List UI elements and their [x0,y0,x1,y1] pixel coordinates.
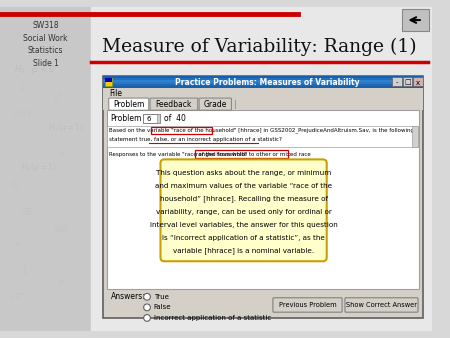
Text: $\bar{x}$: $\bar{x}$ [48,188,55,199]
Text: variable [hhrace] is a nominal variable.: variable [hhrace] is a nominal variable. [173,247,314,254]
Text: Practice Problems: Measures of Variability: Practice Problems: Measures of Variabili… [176,77,360,87]
Text: $s^2$: $s^2$ [53,90,62,103]
Text: -: - [396,79,398,86]
Bar [105,78,112,81]
Bar [403,77,412,87]
Text: $H_1: \mu < 0$: $H_1: \mu < 0$ [14,63,56,76]
Text: Show Correct Answer: Show Correct Answer [346,302,417,308]
Text: Based on the variable "race of the household" [hhrace] in GSS2002_PrejudiceAndAl: Based on the variable "race of the house… [108,128,414,134]
Text: Previous Problem: Previous Problem [279,302,336,308]
Bar [103,84,423,86]
Circle shape [144,315,150,321]
Bar [143,114,161,123]
Bar [91,7,432,331]
Circle shape [144,304,150,311]
Text: is “Incorrect application of a statistic”, as the: is “Incorrect application of a statistic… [162,235,325,241]
Text: $\Sigma$: $\Sigma$ [21,264,29,276]
Bar [107,126,418,147]
Bar [103,76,423,318]
Text: Problem: Problem [113,100,144,108]
Text: $H_0(\mu=1)$: $H_0(\mu=1)$ [48,121,84,134]
Text: False: False [154,305,171,310]
Text: household” [hhrace]. Recalling the measure of: household” [hhrace]. Recalling the measu… [160,195,328,202]
Text: Answers:: Answers: [111,292,145,301]
FancyBboxPatch shape [109,98,149,110]
Bar [157,114,161,123]
Text: Problem: Problem [111,114,142,123]
Text: of  40: of 40 [164,114,186,123]
Bar [103,86,423,88]
FancyBboxPatch shape [199,98,231,110]
Bar [103,78,423,80]
Text: $H_1$: $H_1$ [14,240,25,252]
Bar [413,77,423,87]
Bar [402,9,428,31]
Text: $\mu(\hat{p})$: $\mu(\hat{p})$ [53,222,70,236]
Text: $H_0(\mu=1)$: $H_0(\mu=1)$ [21,161,57,174]
Bar [103,88,423,98]
Text: statement true, false, or an incorrect application of a statistic?: statement true, false, or an incorrect a… [108,137,281,142]
Text: $\Sigma_f$: $\Sigma_f$ [9,178,20,191]
Text: True: True [154,294,169,300]
Bar [103,98,423,111]
Text: Grade: Grade [203,100,227,108]
Text: Measure of Variability: Range (1): Measure of Variability: Range (1) [102,38,417,56]
Text: Responses to the variable "race of the household": Responses to the variable "race of the h… [108,152,247,156]
Bar [151,127,212,135]
Bar [412,126,418,147]
Text: $\mu$: $\mu$ [43,302,50,313]
Bar [105,78,112,87]
Bar [0,7,91,331]
FancyBboxPatch shape [273,298,342,312]
Bar [195,150,288,158]
FancyBboxPatch shape [150,98,198,110]
Text: $\alpha$: $\alpha$ [58,148,65,158]
Circle shape [144,293,150,300]
Text: |: | [234,100,237,108]
Text: $\sqrt{n}$: $\sqrt{n}$ [19,207,34,218]
Text: $b$: $b$ [58,276,64,287]
Text: $\beta$: $\beta$ [46,249,53,262]
Text: File: File [109,89,122,98]
Text: □: □ [404,79,411,86]
Text: This question asks about the range, or minimum: This question asks about the range, or m… [156,170,331,176]
Text: $\sqrt{n}$: $\sqrt{n}$ [9,291,23,302]
Text: $\bar{x}$: $\bar{x}$ [19,84,27,95]
Bar [103,82,423,84]
Text: ranged from white to other or mixed race: ranged from white to other or mixed race [196,152,311,156]
Bar [392,77,402,87]
Bar [103,76,423,78]
Text: 6: 6 [147,116,151,122]
Bar [103,80,423,82]
Text: $\mu(\hat{p})$: $\mu(\hat{p})$ [12,106,30,121]
Text: Feedback: Feedback [156,100,192,108]
Text: and maximum values of the variable “race of the: and maximum values of the variable “race… [155,183,332,189]
FancyBboxPatch shape [345,298,418,312]
Text: x: x [416,79,420,86]
Text: Incorrect application of a statistic: Incorrect application of a statistic [154,315,271,321]
Text: interval level variables, the answer for this question: interval level variables, the answer for… [150,222,338,228]
Text: $\Sigma$: $\Sigma$ [17,139,26,151]
Bar [107,111,419,289]
FancyBboxPatch shape [161,160,327,261]
Text: SW318
Social Work
Statistics
Slide 1: SW318 Social Work Statistics Slide 1 [23,21,68,68]
Text: variability, range, can be used only for ordinal or: variability, range, can be used only for… [156,209,332,215]
